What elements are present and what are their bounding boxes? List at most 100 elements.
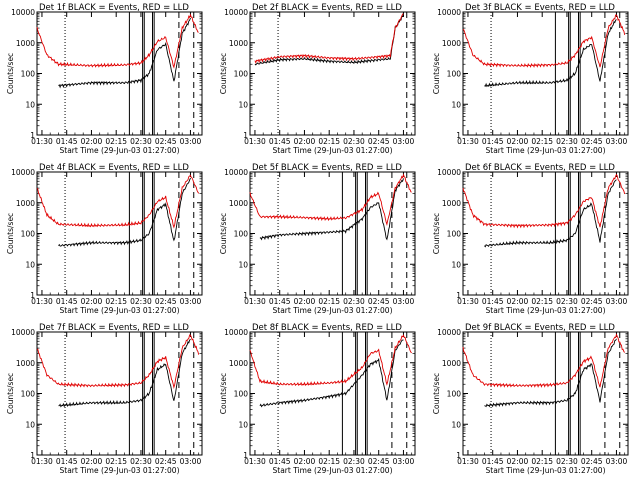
x-tick-label: 01:30 bbox=[457, 137, 479, 146]
x-axis-label: Start Time (29-Jun-03 01:27:00) bbox=[60, 146, 180, 155]
y-tick-label: 1 bbox=[243, 451, 248, 460]
y-tick-label: 10 bbox=[25, 260, 35, 269]
y-tick-label: 100 bbox=[234, 390, 249, 399]
x-tick-label: 02:15 bbox=[531, 137, 553, 146]
y-tick-label: 10000 bbox=[437, 8, 461, 17]
x-tick-label: 03:00 bbox=[606, 457, 628, 466]
x-tick-label: 02:30 bbox=[130, 457, 152, 466]
panel: Det 8f BLACK = Events, RED = LLD 1 10 100 10… bbox=[219, 323, 416, 475]
x-tick-label: 02:45 bbox=[581, 297, 603, 306]
events-series-line bbox=[58, 17, 191, 89]
y-tick-label: 10000 bbox=[11, 328, 35, 337]
y-axis-label: Counts/sec bbox=[432, 53, 441, 94]
y-tick-label: 1 bbox=[456, 131, 461, 140]
y-tick-label: 1 bbox=[456, 291, 461, 300]
x-tick-label: 01:30 bbox=[244, 457, 266, 466]
y-tick-label: 1000 bbox=[442, 359, 461, 368]
panel: Det 3f BLACK = Events, RED = LLD 1 10 100 10… bbox=[432, 3, 629, 155]
events-series-line bbox=[254, 14, 404, 66]
lld-series-line bbox=[254, 13, 404, 64]
x-axis-label: Start Time (29-Jun-03 01:27:00) bbox=[273, 306, 393, 315]
x-tick-label: 02:30 bbox=[556, 137, 578, 146]
lld-series-line bbox=[462, 173, 626, 229]
panel-title: Det 8f BLACK = Events, RED = LLD bbox=[252, 323, 402, 333]
x-tick-label: 02:30 bbox=[343, 457, 365, 466]
y-tick-label: 10000 bbox=[224, 8, 248, 17]
y-axis-label: Counts/sec bbox=[219, 213, 228, 254]
plot-frame bbox=[36, 331, 203, 456]
events-series-line bbox=[58, 177, 191, 247]
plot-frame bbox=[249, 11, 416, 136]
lld-series-line bbox=[249, 173, 412, 227]
lld-series-line bbox=[36, 334, 200, 389]
panel-title: Det 5f BLACK = Events, RED = LLD bbox=[252, 163, 402, 173]
x-tick-label: 01:45 bbox=[482, 137, 504, 146]
x-tick-label: 02:00 bbox=[294, 457, 316, 466]
x-axis-label: Start Time (29-Jun-03 01:27:00) bbox=[273, 466, 393, 475]
y-tick-label: 1000 bbox=[442, 199, 461, 208]
panel-title: Det 4f BLACK = Events, RED = LLD bbox=[39, 163, 189, 173]
x-tick-label: 02:30 bbox=[130, 137, 152, 146]
y-tick-label: 10000 bbox=[224, 168, 248, 177]
x-tick-label: 02:00 bbox=[507, 457, 529, 466]
x-tick-label: 02:45 bbox=[155, 137, 177, 146]
y-tick-label: 1000 bbox=[16, 359, 35, 368]
y-tick-label: 10 bbox=[238, 420, 248, 429]
y-axis-label: Counts/sec bbox=[219, 53, 228, 94]
panel-title: Det 6f BLACK = Events, RED = LLD bbox=[465, 163, 615, 173]
y-tick-label: 10000 bbox=[437, 168, 461, 177]
plot-frame bbox=[36, 171, 203, 296]
x-tick-label: 01:45 bbox=[56, 297, 78, 306]
x-tick-label: 02:00 bbox=[507, 137, 529, 146]
y-axis-label: Counts/sec bbox=[432, 213, 441, 254]
y-axis-label: Counts/sec bbox=[6, 213, 15, 254]
lld-series-line bbox=[249, 334, 412, 387]
x-tick-label: 02:30 bbox=[343, 297, 365, 306]
y-tick-label: 1000 bbox=[229, 199, 248, 208]
y-tick-label: 1000 bbox=[16, 39, 35, 48]
y-tick-label: 10 bbox=[451, 260, 461, 269]
plot-frame bbox=[462, 11, 629, 136]
x-tick-label: 01:30 bbox=[457, 457, 479, 466]
y-axis-label: Counts/sec bbox=[432, 373, 441, 414]
y-tick-label: 1 bbox=[30, 451, 35, 460]
x-tick-label: 02:30 bbox=[343, 137, 365, 146]
plot-frame bbox=[462, 171, 629, 296]
panel: Det 9f BLACK = Events, RED = LLD 1 10 100 10… bbox=[432, 323, 629, 475]
x-tick-label: 01:30 bbox=[244, 137, 266, 146]
x-tick-label: 01:30 bbox=[31, 137, 53, 146]
lld-series-line bbox=[462, 14, 626, 68]
x-tick-label: 02:45 bbox=[581, 137, 603, 146]
x-tick-label: 02:15 bbox=[105, 457, 127, 466]
panel-title: Det 9f BLACK = Events, RED = LLD bbox=[465, 323, 615, 333]
y-tick-label: 10000 bbox=[224, 328, 248, 337]
y-axis-label: Counts/sec bbox=[6, 373, 15, 414]
y-tick-label: 10 bbox=[451, 100, 461, 109]
x-tick-label: 03:00 bbox=[393, 137, 415, 146]
x-tick-label: 02:00 bbox=[81, 297, 103, 306]
y-tick-label: 1 bbox=[30, 131, 35, 140]
x-tick-label: 03:00 bbox=[180, 457, 202, 466]
x-tick-label: 01:30 bbox=[244, 297, 266, 306]
y-tick-label: 10 bbox=[238, 100, 248, 109]
x-tick-label: 02:15 bbox=[105, 297, 127, 306]
x-tick-label: 01:30 bbox=[457, 297, 479, 306]
panel-title: Det 1f BLACK = Events, RED = LLD bbox=[39, 3, 189, 13]
y-tick-label: 100 bbox=[447, 230, 462, 239]
x-tick-label: 01:45 bbox=[269, 457, 291, 466]
panel: Det 1f BLACK = Events, RED = LLD 1 10 100 10… bbox=[6, 3, 203, 155]
y-tick-label: 10 bbox=[25, 100, 35, 109]
x-tick-label: 03:00 bbox=[180, 137, 202, 146]
x-tick-label: 02:00 bbox=[294, 297, 316, 306]
x-tick-label: 02:15 bbox=[318, 137, 340, 146]
x-tick-label: 03:00 bbox=[393, 297, 415, 306]
plot-frame bbox=[462, 331, 629, 456]
x-tick-label: 02:00 bbox=[294, 137, 316, 146]
x-axis-label: Start Time (29-Jun-03 01:27:00) bbox=[60, 466, 180, 475]
x-tick-label: 03:00 bbox=[393, 457, 415, 466]
x-tick-label: 02:45 bbox=[368, 137, 390, 146]
x-axis-label: Start Time (29-Jun-03 01:27:00) bbox=[486, 146, 606, 155]
y-tick-label: 100 bbox=[234, 70, 249, 79]
x-tick-label: 01:45 bbox=[56, 137, 78, 146]
